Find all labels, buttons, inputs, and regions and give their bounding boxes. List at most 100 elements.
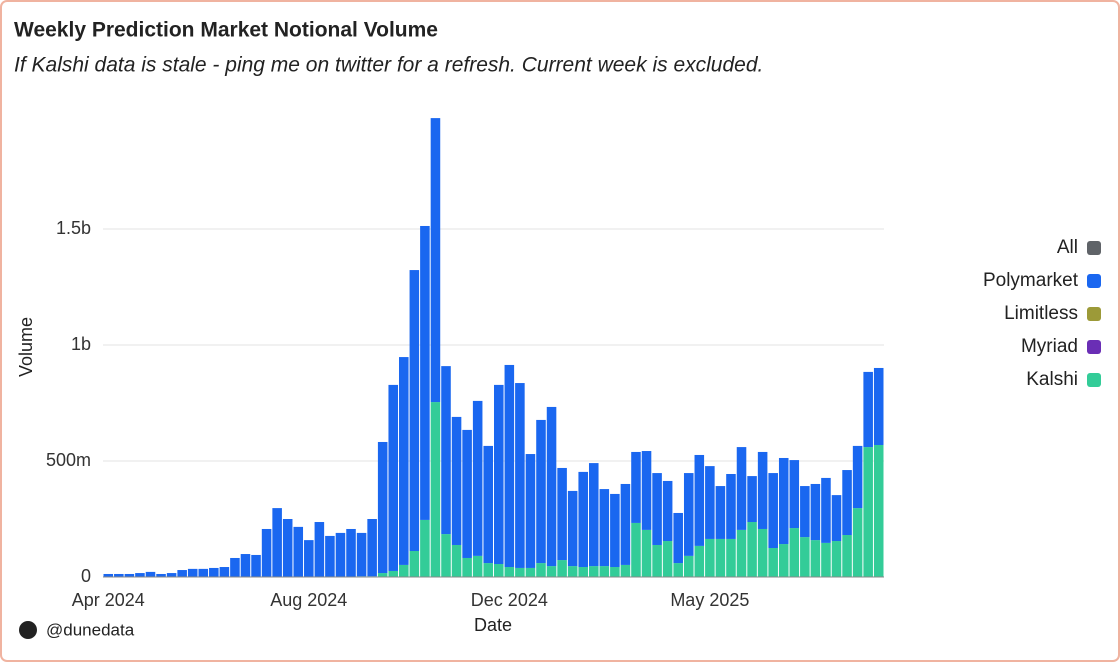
bar-segment: [641, 451, 652, 530]
bar-segment: [388, 384, 399, 571]
legend-swatch: [1087, 241, 1101, 255]
bar-segment: [240, 554, 251, 577]
bar-segment: [409, 551, 420, 577]
x-axis-title: Date: [474, 615, 512, 635]
bar-segment: [873, 367, 884, 445]
bar-segment: [620, 483, 631, 565]
bar-segment: [620, 564, 631, 577]
watermark-icon: [19, 621, 37, 639]
bar-segment: [873, 444, 884, 577]
bar-segment: [494, 384, 504, 565]
bar-segment: [504, 364, 515, 568]
bar-segment: [103, 573, 114, 577]
bar-segment: [673, 512, 683, 564]
bar-segment: [863, 371, 873, 448]
bar-segment: [367, 519, 377, 577]
bar-segment: [567, 566, 578, 577]
bar-segment: [462, 429, 472, 558]
bar-segment: [789, 460, 800, 529]
bar-segment: [768, 548, 778, 577]
bar-segment: [293, 526, 304, 577]
legend-label: Limitless: [1004, 303, 1078, 324]
bar-segment: [441, 534, 451, 577]
bar-segment: [599, 489, 610, 567]
bar-segment: [546, 566, 557, 577]
bar-segment: [135, 573, 145, 577]
bar-segment: [525, 454, 536, 568]
bar-segment: [578, 471, 588, 568]
bar-segment: [430, 402, 441, 577]
bar-segment: [852, 508, 863, 577]
bar-segment: [567, 490, 578, 567]
legend-label: Kalshi: [1026, 369, 1078, 390]
bar-segment: [588, 463, 599, 567]
bar-segment: [778, 457, 789, 545]
bar-segment: [810, 483, 821, 541]
bar-segment: [399, 564, 409, 577]
bar-segment: [356, 532, 367, 577]
bar-segment: [768, 473, 778, 548]
bar-segment: [409, 270, 420, 552]
bar-segment: [683, 473, 694, 556]
legend-swatch: [1087, 307, 1101, 321]
bar-segment: [747, 522, 757, 577]
bar-segment: [198, 568, 209, 577]
bar-segment: [631, 522, 641, 577]
legend-swatch: [1087, 373, 1101, 387]
bar-segment: [472, 555, 483, 577]
bar-segment: [187, 568, 198, 577]
bar-segment: [842, 470, 852, 536]
bar-segment: [209, 567, 219, 577]
y-tick-label: 500m: [46, 450, 91, 470]
bar-segment: [441, 366, 451, 535]
bar-segment: [494, 564, 504, 577]
bar-segment: [557, 560, 567, 577]
bar-segment: [631, 451, 641, 523]
bar-segment: [346, 528, 356, 577]
bar-segment: [578, 567, 588, 577]
bar-segment: [377, 441, 388, 574]
bar-segment: [462, 557, 472, 577]
bar-segment: [420, 225, 430, 520]
bar-segment: [177, 570, 187, 577]
bar-segment: [335, 532, 346, 577]
bar-segment: [800, 537, 810, 577]
bar-segment: [736, 447, 747, 530]
bar-segment: [230, 557, 240, 577]
legend-label: Myriad: [1021, 336, 1078, 357]
y-tick-label: 1b: [71, 334, 91, 354]
bar-segment: [694, 454, 705, 546]
bar-segment: [272, 508, 282, 577]
bar-segment: [546, 406, 557, 567]
bar-segment: [525, 567, 536, 577]
bar-segment: [325, 535, 335, 577]
bar-segment: [715, 538, 726, 577]
legend-swatch: [1087, 274, 1101, 288]
bar-segment: [515, 383, 525, 568]
bar-segment: [610, 567, 620, 577]
bar-segment: [282, 519, 293, 577]
bar-segment: [536, 563, 546, 577]
bar-segment: [399, 357, 409, 565]
bar-segment: [652, 473, 662, 545]
bar-segment: [705, 466, 715, 539]
bar-segment: [483, 563, 493, 577]
bar-segment: [852, 445, 863, 509]
y-axis-title: Volume: [16, 317, 36, 377]
bar-segment: [515, 567, 525, 577]
bar-segment: [261, 528, 272, 577]
bar-segment: [662, 480, 673, 542]
y-tick-label: 1.5b: [56, 218, 91, 238]
bar-segment: [821, 477, 831, 543]
bar-segment: [251, 554, 261, 577]
bar-segment: [694, 545, 705, 577]
bar-segment: [420, 519, 430, 577]
bar-segment: [483, 445, 493, 564]
bar-segment: [705, 538, 715, 577]
bar-segment: [610, 493, 620, 568]
bar-segment: [831, 495, 842, 542]
bar-segment: [588, 566, 599, 577]
y-tick-label: 0: [81, 566, 91, 586]
bar-segment: [842, 535, 852, 577]
